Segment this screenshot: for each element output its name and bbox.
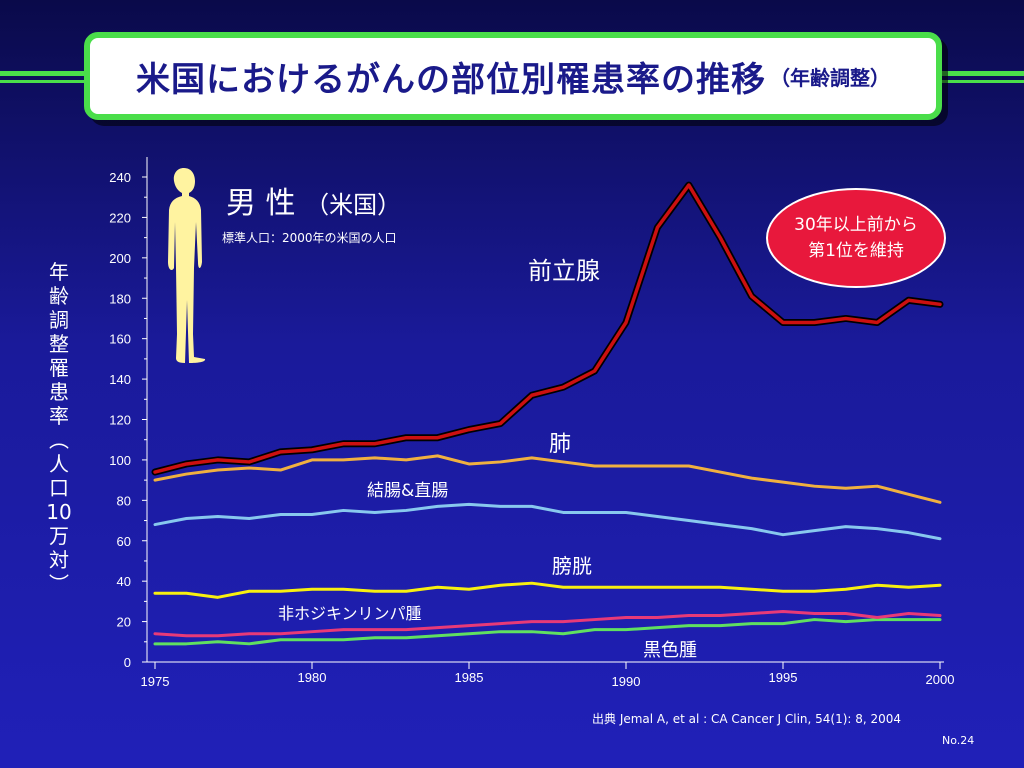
y-tick-label: 40 — [117, 574, 131, 589]
x-tick-label: 2000 — [926, 672, 955, 687]
panel-heading-main: 男 性 — [226, 186, 296, 221]
y-axis-label: 年 齢 調 整 罹 患 率 ︵ 人 口 10 万 対 ︶ — [46, 260, 72, 596]
series-label-bladder: 膀胱 — [552, 554, 592, 578]
y-tick-label: 140 — [109, 372, 131, 387]
x-tick-label: 1975 — [141, 674, 170, 689]
series-label-nhl: 非ホジキンリンパ腫 — [278, 604, 422, 623]
series-line-4 — [153, 609, 942, 638]
series-label-prostate: 前立腺 — [528, 257, 600, 285]
x-tick-label: 1980 — [298, 670, 327, 685]
series-line-3 — [153, 581, 942, 599]
panel-subheading: 標準人口：2000年の米国の人口 — [222, 231, 397, 245]
y-tick-label: 20 — [117, 615, 131, 630]
note-badge: 30年以上前から 第1位を維持 — [766, 188, 946, 288]
panel-heading: 男 性 （米国） — [226, 178, 401, 222]
x-tick-label: 1995 — [769, 670, 798, 685]
y-tick-label: 80 — [117, 493, 131, 508]
series-label-colorectal: 結腸&直腸 — [367, 481, 448, 501]
series-label-melanoma: 黒色腫 — [643, 640, 697, 661]
series-line-0 — [153, 183, 942, 474]
series-label-lung: 肺 — [549, 432, 571, 457]
title-box: 米国におけるがんの部位別罹患率の推移 （年齢調整） — [84, 32, 942, 120]
y-tick-label: 120 — [109, 413, 131, 428]
y-tick-label: 0 — [124, 655, 131, 670]
x-tick-label: 1990 — [612, 674, 641, 689]
series-line-5 — [153, 618, 942, 646]
y-tick-label: 180 — [109, 291, 131, 306]
panel-heading-suffix: （米国） — [305, 191, 402, 219]
y-tick-label: 160 — [109, 332, 131, 347]
y-tick-label: 240 — [109, 170, 131, 185]
series-line-2 — [153, 502, 942, 541]
male-figure-shape — [168, 168, 206, 363]
slide-title: 米国におけるがんの部位別罹患率の推移 — [136, 59, 766, 100]
slide-title-sub: （年齢調整） — [770, 65, 890, 90]
x-tick-label: 1985 — [455, 670, 484, 685]
y-tick-label: 100 — [109, 453, 131, 468]
series-line-1 — [153, 454, 942, 504]
source-citation: 出典 Jemal A, et al : CA Cancer J Clin, 54… — [592, 712, 902, 726]
y-tick-label: 220 — [109, 210, 131, 225]
male-figure-icon — [168, 168, 206, 363]
page-number: No.24 — [942, 734, 975, 747]
y-tick-label: 200 — [109, 251, 131, 266]
y-tick-label: 60 — [117, 534, 131, 549]
